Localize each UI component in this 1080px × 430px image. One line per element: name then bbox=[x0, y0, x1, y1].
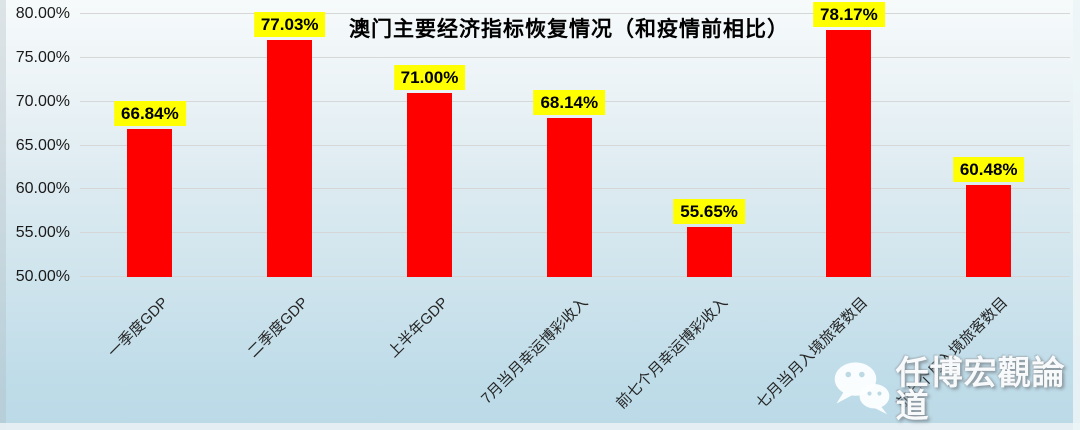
bar bbox=[966, 185, 1012, 277]
page-bottom-edge bbox=[0, 423, 1080, 430]
gridline bbox=[80, 13, 1070, 14]
bar bbox=[127, 129, 173, 277]
wechat-icon bbox=[834, 362, 890, 415]
x-axis-category-label: 二季度GDP bbox=[245, 294, 312, 361]
bar-value-label: 71.00% bbox=[393, 64, 466, 90]
y-axis-tick-label: 70.00% bbox=[15, 92, 70, 110]
x-axis-category-label: 上半年GDP bbox=[384, 294, 452, 361]
bar bbox=[546, 117, 592, 277]
bar-value-label: 60.48% bbox=[952, 157, 1025, 183]
gridline bbox=[80, 56, 1070, 58]
y-axis-tick-label: 75.00% bbox=[15, 48, 70, 66]
chart-title: 澳门主要经济指标恢复情况（和疫情前相比） bbox=[349, 16, 789, 41]
x-axis-category-label: 一季度GDP bbox=[105, 294, 173, 361]
bar bbox=[267, 40, 313, 277]
bar-value-label: 55.65% bbox=[673, 199, 745, 225]
y-axis-tick-label: 60.00% bbox=[15, 180, 70, 198]
bar bbox=[407, 92, 452, 277]
bar-value-label: 77.03% bbox=[253, 12, 326, 38]
bar-value-label: 66.84% bbox=[114, 101, 186, 127]
bar bbox=[826, 30, 872, 277]
x-axis-category-label: 前七个月幸运博彩收入 bbox=[613, 294, 732, 413]
y-axis-tick-label: 80.00% bbox=[15, 5, 70, 22]
page-right-edge bbox=[1073, 0, 1080, 430]
y-axis-tick-label: 65.00% bbox=[15, 136, 70, 154]
bar-value-label: 68.14% bbox=[533, 89, 606, 115]
x-axis-category-label: 7月当月幸运博彩收入 bbox=[478, 294, 592, 408]
y-axis-tick-label: 50.00% bbox=[15, 268, 70, 285]
y-axis-tick-label: 55.00% bbox=[15, 224, 70, 242]
page-left-edge bbox=[0, 0, 6, 430]
watermark-text: 任博宏觀論道 bbox=[895, 353, 1066, 425]
bar bbox=[686, 227, 732, 277]
watermark: 任博宏觀論道 bbox=[832, 356, 1080, 422]
bar-value-label: 78.17% bbox=[813, 2, 885, 28]
